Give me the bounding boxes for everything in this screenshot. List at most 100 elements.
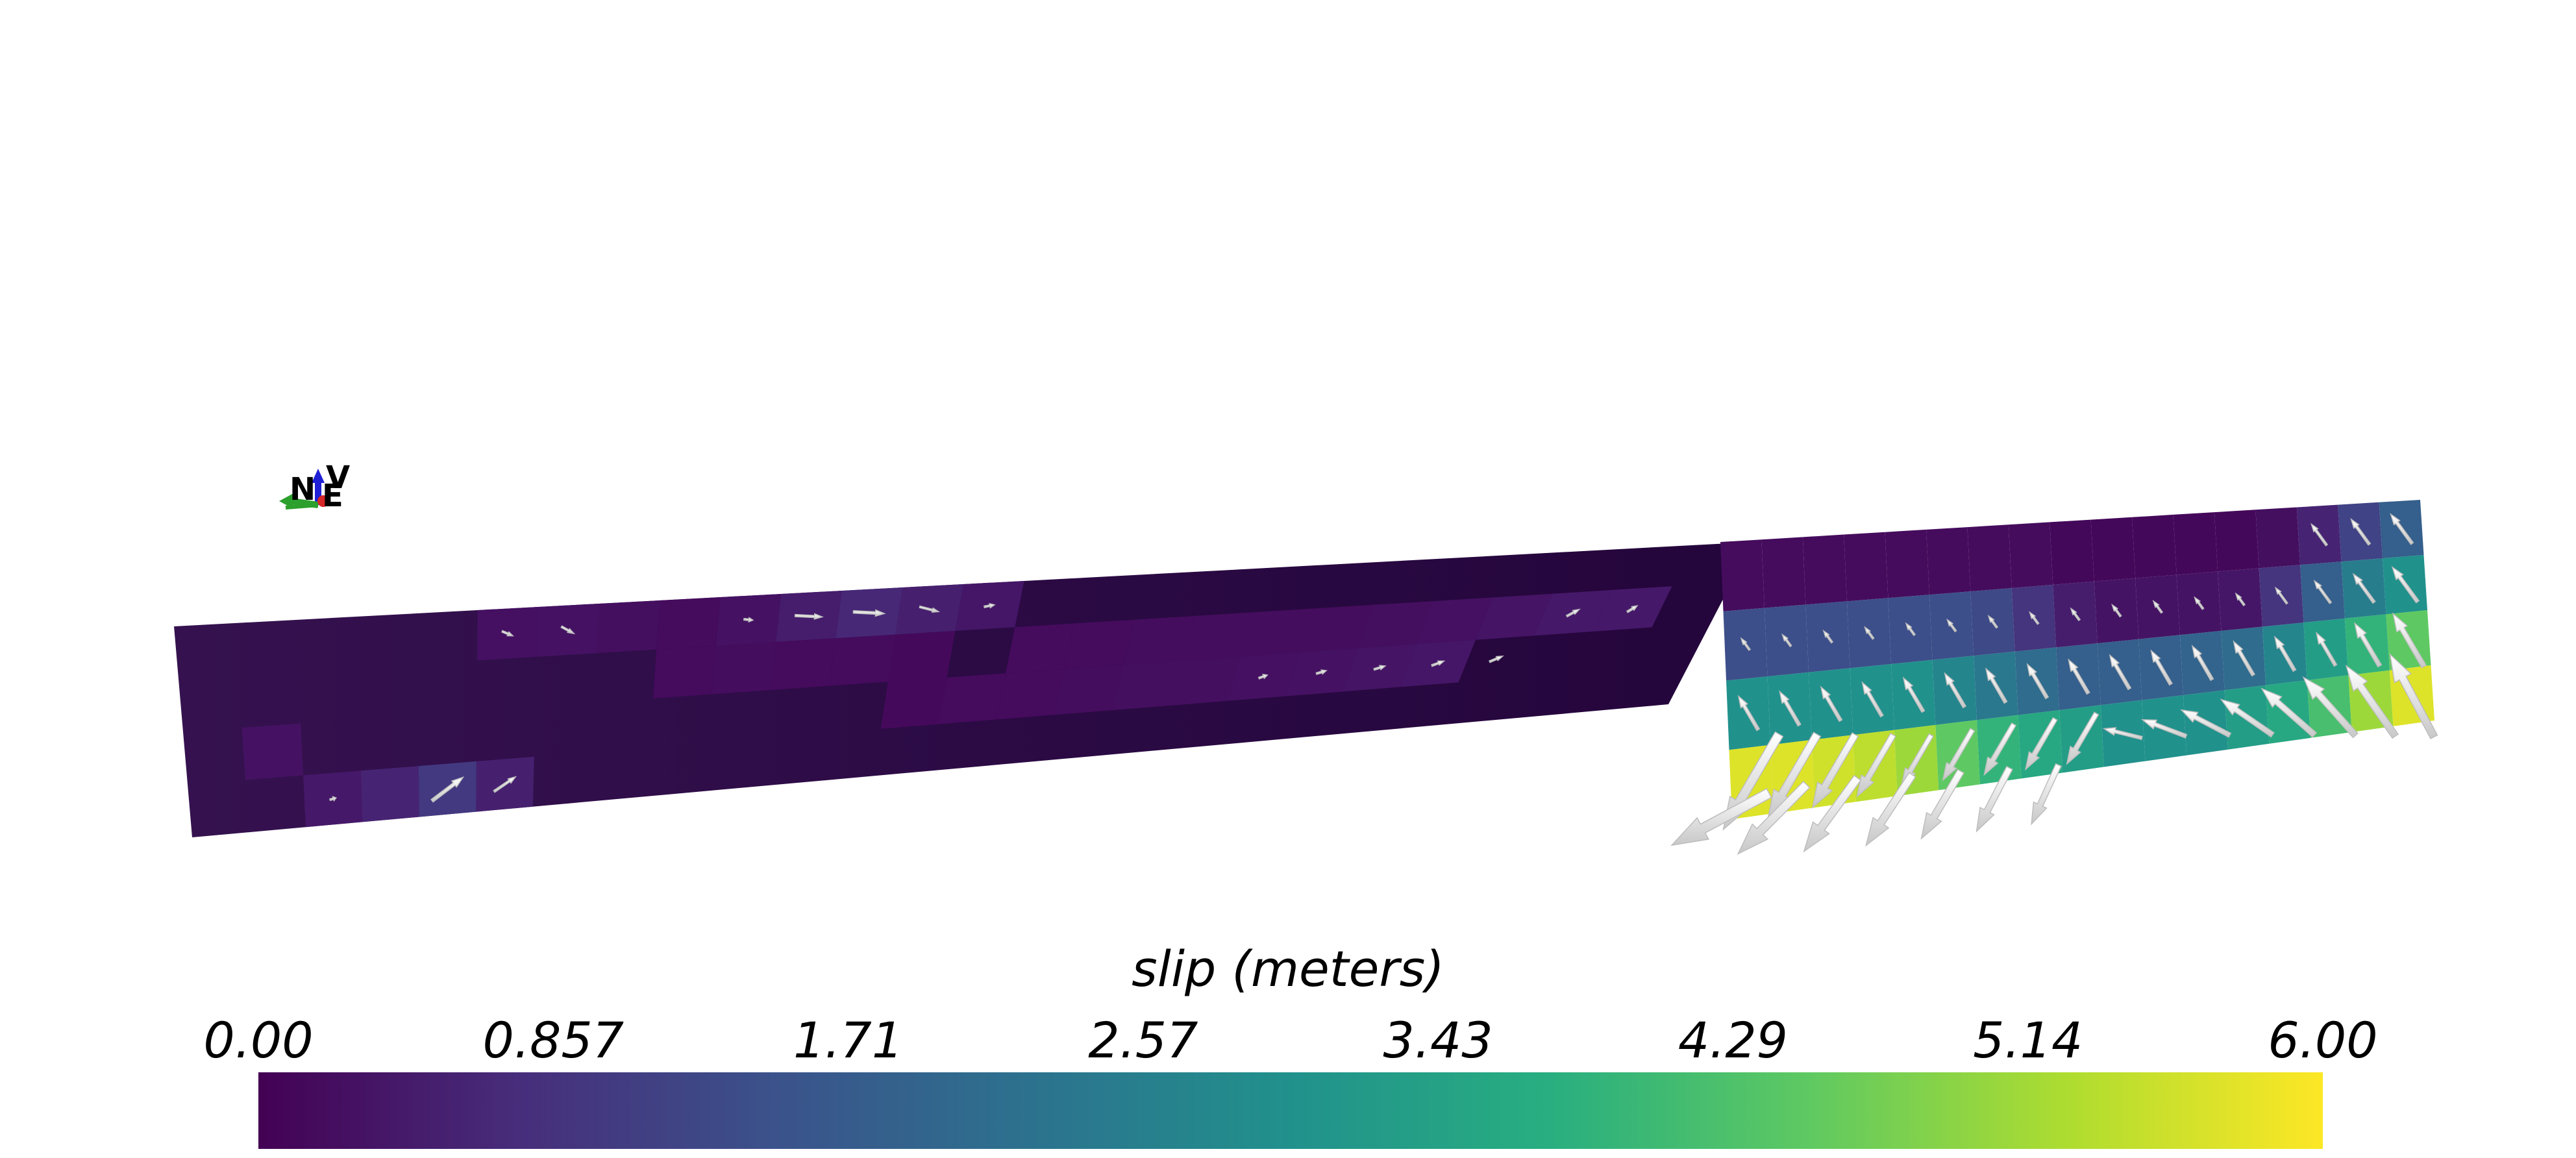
fault-cell [771,638,836,691]
fault-cell [1064,619,1135,669]
slip-arrow [1315,669,1328,676]
slip-arrow [2194,596,2205,610]
slip-arrow [328,796,338,802]
slip-arrow [493,776,517,793]
slip-arrow [852,609,886,617]
slip-arrow [1779,690,1802,727]
slip-arrow [1431,660,1446,667]
slip-arrow [2102,727,2143,741]
west-segment-cells [242,581,1672,828]
slip-arrow [1987,615,1999,629]
fault-cell [1123,616,1195,665]
slip-arrow [2068,658,2090,695]
fault-cell [1802,534,1847,605]
fault-cell [360,766,419,822]
fault-cell [1417,597,1493,645]
colorbar-tick-label: 1.71 [793,1011,904,1069]
slip-arrow [2111,603,2122,618]
east-segment-cells [1720,500,2434,819]
fault-cell [1761,537,1806,608]
fault-cell [880,677,947,729]
slip-arrow [1565,608,1581,618]
fault-cell [2090,517,2136,582]
colorbar-tick-label: 0.857 [482,1011,625,1069]
slip-arrow [1942,728,1975,782]
fault-cell [1967,524,2012,592]
slip-arrow [1767,732,1822,820]
slip-arrow [1944,672,1967,709]
slip-arrow [2029,611,2040,625]
slip-arrow [2352,573,2376,604]
colorbar-tick-label: 2.57 [1088,1011,1198,1069]
slip-arrow [2140,719,2188,739]
slip-arrow [1902,676,1926,713]
slip-arrow [1822,630,1834,644]
fault-cell [2050,519,2094,585]
slip-arrow [1985,667,2008,704]
slip-arrow [1865,772,1916,847]
slip-arrow [2389,653,2438,739]
slip-arrow [2390,513,2414,545]
slip-arrow [1856,732,1897,798]
slip-arrow [2391,565,2420,604]
fault-cell [2214,510,2259,572]
slip-arrow [560,625,576,635]
slip-arrow [2235,592,2246,607]
fault-cell [1006,623,1075,674]
slip-arrow [2191,645,2214,682]
fault-cell [653,645,717,698]
slip-arrow [1920,769,1965,840]
fault-cell [2173,512,2218,575]
fault-cell [1054,665,1123,715]
fault-cell [2132,514,2177,578]
slip-arrow [743,617,754,623]
slip-arrow [2152,600,2164,614]
slip-arrow [984,602,996,609]
slip-arrow [501,630,514,637]
slip-arrow [2220,698,2275,738]
slip-arrow [1740,637,1752,651]
fault-cell [1299,604,1374,653]
slip-arrow [794,613,824,620]
slip-arrow [2109,654,2132,691]
colorbar-title: slip (meters) [1132,940,1444,998]
slip-arrow [1905,622,1916,637]
fault-cell [1844,532,1889,602]
fault-cell [938,673,1006,724]
slip-arrow [1861,681,1884,718]
slip-arrow [2354,622,2383,668]
slip-arrow [2302,676,2359,739]
east-segment-slip-arrows [1670,513,2438,856]
fault-cell [1885,529,1929,598]
fault-cell [1182,612,1254,661]
slip-arrow [2273,635,2297,672]
slip-arrow [430,776,465,803]
slip-arrow [1781,633,1792,648]
slip-arrow [2025,717,2058,771]
orientation-axes-icon [279,469,329,510]
colorbar-tick-label: 5.14 [1973,1011,2083,1069]
slip-arrow [2031,763,2062,826]
axis-label-n: N [290,471,316,508]
west-segment-slip-arrows [328,602,1639,803]
slip-arrow [2180,709,2232,738]
fault-segment-west [174,542,1753,837]
slip-arrow [919,605,941,613]
fault-cell [829,634,896,686]
slip-arrow [2274,586,2288,605]
slip-arrow [2310,523,2329,547]
slip-arrow [1820,685,1843,722]
fault-cell [597,600,660,654]
fault-cell [656,597,721,650]
slip-arrow [2233,640,2256,677]
slip-arrow [2316,632,2338,667]
slip-arrow [1489,655,1504,663]
fault-cell [2008,522,2053,588]
slip-arrow [1737,695,1761,732]
slip-arrow [1811,732,1859,809]
fault-cell [1169,656,1241,706]
fault-cell [2255,507,2301,569]
slip-arrow [1864,626,1875,640]
fault-cell [1476,593,1553,640]
